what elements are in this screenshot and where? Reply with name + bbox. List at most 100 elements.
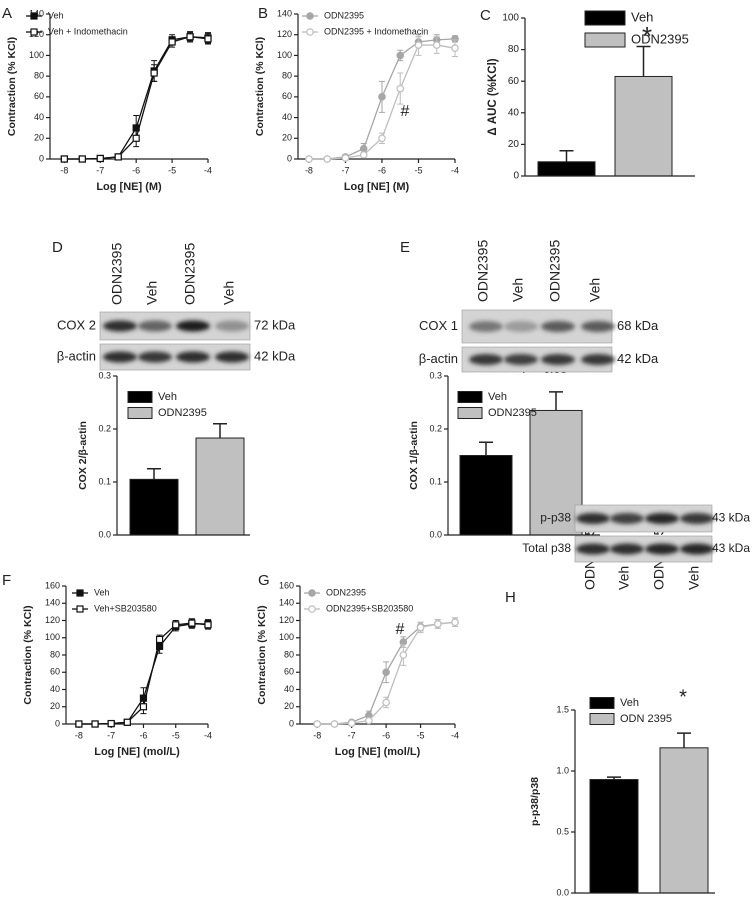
y-tick-label: 80 [34, 71, 44, 81]
blot-band [576, 543, 610, 555]
y-tick-label: 80 [50, 649, 60, 659]
size-label: 68 kDa [617, 318, 659, 333]
panel-label: C [480, 7, 491, 24]
legend-marker [308, 589, 316, 597]
panel-label: A [2, 5, 12, 22]
legend-marker [306, 12, 314, 20]
bar [537, 161, 596, 177]
legend-label: Veh [488, 391, 507, 403]
panel-label: B [258, 5, 268, 22]
legend-label: ODN2395 [158, 407, 207, 419]
x-tick-label: -6 [132, 165, 140, 175]
blot-band [541, 354, 575, 365]
x-tick-label: -4 [204, 165, 212, 175]
legend-marker [76, 589, 84, 597]
bar [589, 779, 639, 894]
y-tick-label: 160 [279, 580, 294, 590]
legend-marker [30, 28, 38, 36]
x-tick-label: -8 [60, 165, 68, 175]
x-tick-label: -8 [313, 730, 321, 740]
legend-label: ODN2395 [324, 10, 364, 20]
marker [414, 41, 423, 49]
lane-label: Veh [686, 566, 702, 590]
marker [432, 41, 441, 49]
legend-label: Veh + Indomethacin [48, 26, 128, 36]
blot-band [176, 320, 210, 332]
y-tick-label: 120 [45, 615, 60, 625]
x-tick-label: -4 [204, 730, 212, 740]
blot-band [504, 321, 538, 332]
panel-label: E [400, 239, 410, 256]
y-tick-label: 0.2 [429, 423, 442, 433]
marker [78, 155, 86, 163]
y-tick-label: 0.2 [98, 423, 111, 433]
marker [96, 154, 104, 163]
legend-swatch [584, 32, 626, 48]
legend-label: ODN 2395 [620, 713, 672, 725]
legend-label: ODN2395 [326, 587, 366, 597]
y-tick-label: 140 [279, 598, 294, 608]
y-tick-label: 100 [45, 632, 60, 642]
blot-band [576, 513, 610, 524]
y-tick-label: 100 [277, 50, 292, 60]
blot-band [469, 321, 503, 332]
x-tick-label: -5 [168, 165, 176, 175]
panel-label: D [52, 239, 63, 256]
marker [132, 134, 140, 142]
x-tick-label: -5 [172, 730, 180, 740]
marker [313, 720, 322, 728]
blot-band [138, 351, 172, 363]
legend-label: ODN2395 [488, 407, 537, 419]
blot-band [138, 320, 172, 332]
x-axis-label: Log [NE] (mol/L) [335, 746, 421, 758]
y-tick-label: 1.5 [556, 704, 569, 714]
error-bar [559, 149, 574, 162]
bar [195, 437, 245, 536]
y-tick-label: 0.3 [98, 370, 111, 380]
legend-marker [76, 605, 84, 613]
marker [359, 151, 368, 159]
panel-label: F [2, 572, 11, 589]
bar [459, 455, 513, 536]
x-tick-label: -5 [417, 730, 425, 740]
y-axis-label: Contraction (% KCl) [22, 605, 34, 704]
blot-band [680, 513, 714, 524]
marker [172, 621, 180, 629]
error-bar [213, 422, 227, 439]
marker [378, 93, 386, 101]
marker [451, 44, 459, 52]
y-tick-label: 140 [45, 598, 60, 608]
size-label: 42 kDa [254, 348, 296, 363]
error-bar [636, 45, 651, 77]
marker [451, 618, 459, 627]
y-tick-label: 40 [34, 112, 44, 122]
legend-swatch [589, 697, 615, 709]
row-label: Total p38 [522, 541, 571, 555]
annotation: # [401, 103, 410, 120]
x-tick-label: -6 [382, 730, 390, 740]
blot-band [645, 513, 679, 524]
blot-band [504, 354, 538, 365]
y-axis-label: Contraction (% KCl) [6, 37, 18, 136]
legend-label: ODN2395 + Indomethacin [324, 26, 428, 36]
y-tick-label: 100 [29, 50, 44, 60]
y-tick-label: 0.3 [429, 370, 442, 380]
legend-swatch [457, 391, 483, 403]
y-tick-label: 140 [277, 8, 292, 18]
marker [359, 144, 368, 153]
marker [365, 716, 373, 725]
lane-label: ODN2395 [182, 243, 198, 305]
lane-label: Veh [510, 278, 526, 302]
legend-label: Veh [94, 587, 110, 597]
row-label: β-actin [57, 348, 96, 363]
marker [139, 703, 148, 711]
y-tick-label: 0.1 [429, 476, 442, 486]
y-tick-label: 20 [34, 133, 44, 143]
legend-label: Veh [620, 697, 639, 709]
y-tick-label: 40 [50, 684, 60, 694]
error-bar [549, 391, 563, 411]
blot-band [541, 321, 575, 332]
marker [188, 619, 196, 627]
marker [347, 719, 356, 727]
y-tick-label: 20 [284, 701, 294, 711]
